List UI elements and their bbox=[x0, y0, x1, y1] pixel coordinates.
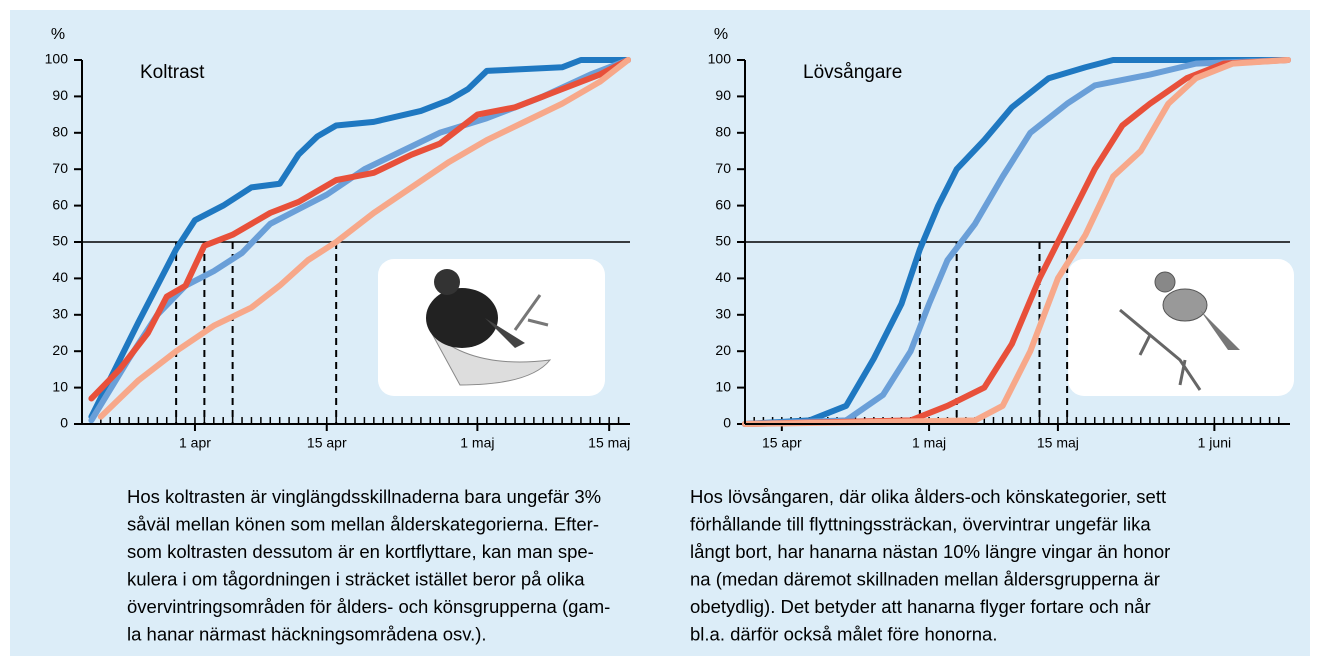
y-tick-label: 10 bbox=[52, 378, 68, 394]
chart-title: Lövsångare bbox=[803, 62, 902, 83]
caption-line: na (medan däremot skillnaden mellan ålde… bbox=[690, 569, 1160, 590]
y-tick-label: 70 bbox=[715, 160, 731, 176]
bird-photo bbox=[378, 259, 605, 396]
y-tick-label: 0 bbox=[60, 415, 68, 431]
caption-line: Hos lövsångaren, där olika ålders-och kö… bbox=[690, 486, 1166, 507]
caption-line: la hanar närmast häckningsområdena osv.)… bbox=[127, 624, 487, 645]
caption-line: såväl mellan könen som mellan ålderskate… bbox=[127, 514, 599, 535]
y-tick-label: 100 bbox=[708, 51, 732, 67]
y-tick-label: 60 bbox=[52, 196, 68, 212]
bird-photo bbox=[1068, 259, 1294, 396]
y-tick-label: 30 bbox=[52, 306, 68, 322]
page: {"chart_data": [ {"type": "line", "title… bbox=[0, 0, 1317, 665]
y-tick-label: 30 bbox=[715, 306, 731, 322]
caption-line: kulera i om tågordningen i sträcket istä… bbox=[127, 569, 585, 590]
caption-line: Hos koltrasten är vinglängdsskillnaderna… bbox=[127, 486, 601, 507]
y-tick-label: 40 bbox=[715, 269, 731, 285]
y-tick-label: 60 bbox=[715, 196, 731, 212]
y-tick-label: 100 bbox=[45, 51, 69, 67]
caption-line: förhållande till flyttningssträckan, öve… bbox=[690, 514, 1151, 535]
x-tick-label: 1 juni bbox=[1198, 435, 1231, 451]
caption-line: övervintringsområden för ålders- och kön… bbox=[127, 596, 610, 617]
chart: %Koltrast01020304050607080901001 apr15 a… bbox=[0, 0, 1317, 665]
y-tick-label: 50 bbox=[52, 233, 68, 249]
x-tick-label: 15 apr bbox=[307, 435, 347, 451]
x-tick-label: 1 apr bbox=[179, 435, 211, 451]
caption-line: långt bort, har hanarna nästan 10% längr… bbox=[690, 541, 1170, 562]
y-tick-label: 90 bbox=[715, 87, 731, 103]
caption-line: obetydlig). Det betyder att hanarna flyg… bbox=[690, 596, 1151, 617]
y-tick-label: 50 bbox=[715, 233, 731, 249]
y-tick-label: 80 bbox=[52, 124, 68, 140]
y-tick-label: 90 bbox=[52, 87, 68, 103]
y-tick-label: 20 bbox=[52, 342, 68, 358]
caption-line: som koltrasten dessutom är en kortflytta… bbox=[127, 541, 594, 562]
y-axis-label: % bbox=[51, 26, 65, 43]
x-tick-label: 15 apr bbox=[762, 435, 802, 451]
x-tick-label: 15 maj bbox=[1037, 435, 1079, 451]
y-axis-label: % bbox=[714, 26, 728, 43]
y-tick-label: 70 bbox=[52, 160, 68, 176]
caption-line: bl.a. därför också målet före honorna. bbox=[690, 624, 997, 645]
y-tick-label: 10 bbox=[715, 378, 731, 394]
y-tick-label: 80 bbox=[715, 124, 731, 140]
x-tick-label: 1 maj bbox=[460, 435, 494, 451]
y-tick-label: 0 bbox=[723, 415, 731, 431]
y-tick-label: 20 bbox=[715, 342, 731, 358]
y-tick-label: 40 bbox=[52, 269, 68, 285]
chart-title: Koltrast bbox=[140, 62, 205, 83]
x-tick-label: 1 maj bbox=[912, 435, 946, 451]
x-tick-label: 15 maj bbox=[588, 435, 630, 451]
